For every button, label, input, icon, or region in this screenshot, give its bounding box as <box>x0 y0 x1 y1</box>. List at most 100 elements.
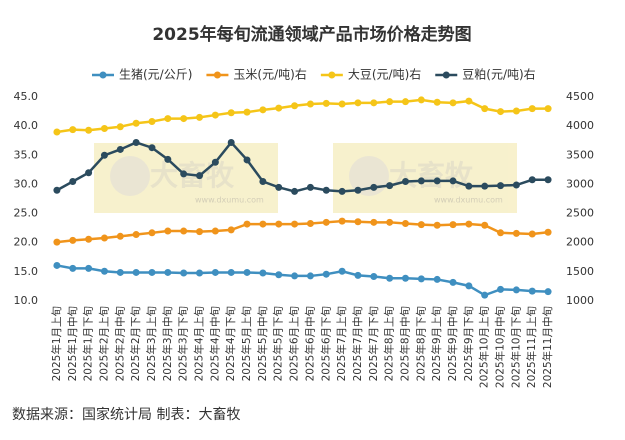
point <box>401 219 409 227</box>
legend-marker <box>328 71 336 79</box>
y2-tick-label: 4500 <box>566 90 594 103</box>
x-tick-label: 2025年1月中旬 <box>66 306 79 381</box>
point <box>259 220 267 228</box>
x-tick-label: 2025年5月下旬 <box>272 306 285 381</box>
y2-tick-label: 2500 <box>566 207 594 220</box>
point <box>370 183 378 191</box>
x-tick-label: 2025年11月中旬 <box>541 306 554 388</box>
point <box>306 100 314 108</box>
point <box>164 227 172 235</box>
point <box>53 186 61 194</box>
x-tick-label: 2025年3月下旬 <box>177 306 190 381</box>
point <box>465 282 473 290</box>
point <box>354 218 362 226</box>
point <box>354 186 362 194</box>
point <box>275 104 283 112</box>
point <box>116 123 124 131</box>
series-line <box>56 98 549 134</box>
x-tick-label: 2025年9月中旬 <box>446 306 459 381</box>
y-tick-label: 45.0 <box>14 90 39 103</box>
watermark-url: www.dxumu.com <box>434 196 503 205</box>
x-tick-label: 2025年6月中旬 <box>303 306 316 381</box>
y-tick-label: 20.0 <box>14 236 39 249</box>
y-tick-label: 40.0 <box>14 119 39 132</box>
point <box>497 285 505 293</box>
point <box>322 186 330 194</box>
point <box>338 187 346 195</box>
point <box>211 111 219 119</box>
watermark-text: 大畜牧 <box>389 159 474 192</box>
point <box>417 96 425 104</box>
point <box>497 229 505 237</box>
x-tick-label: 2025年6月上旬 <box>288 306 301 381</box>
point <box>338 100 346 108</box>
point <box>528 105 536 113</box>
y2-tick-label: 4000 <box>566 119 594 132</box>
x-tick-label: 2025年7月中旬 <box>351 306 364 381</box>
point <box>275 220 283 228</box>
point <box>132 119 140 127</box>
point <box>291 272 299 280</box>
point <box>512 229 520 237</box>
y-tick-label: 35.0 <box>14 148 39 161</box>
point <box>132 138 140 146</box>
point <box>544 228 552 236</box>
x-tick-label: 2025年10月中旬 <box>494 306 507 388</box>
x-tick-label: 2025年5月中旬 <box>256 306 269 381</box>
point <box>53 261 61 269</box>
point <box>227 268 235 276</box>
legend-label: 生猪(元/公斤) <box>119 68 192 82</box>
x-tick-label: 2025年4月中旬 <box>208 306 221 381</box>
point <box>148 144 156 152</box>
point <box>306 219 314 227</box>
x-tick-label: 2025年2月上旬 <box>97 306 110 381</box>
x-tick-label: 2025年4月上旬 <box>193 306 206 381</box>
point <box>180 227 188 235</box>
point <box>449 278 457 286</box>
x-tick-label: 2025年9月上旬 <box>430 306 443 381</box>
point <box>481 291 489 299</box>
point <box>417 221 425 229</box>
point <box>85 169 93 177</box>
x-tick-label: 2025年8月下旬 <box>414 306 427 381</box>
point <box>53 238 61 246</box>
point <box>544 105 552 113</box>
point <box>227 138 235 146</box>
point <box>512 107 520 115</box>
watermark: 大畜牧 大畜牧 www.dxumu.com www.dxumu.com <box>94 143 517 213</box>
point <box>465 220 473 228</box>
point <box>417 275 425 283</box>
point <box>401 274 409 282</box>
point <box>465 182 473 190</box>
point <box>227 226 235 234</box>
y2-tick-label: 1500 <box>566 265 594 278</box>
point <box>481 221 489 229</box>
point <box>164 155 172 163</box>
point <box>449 221 457 229</box>
point <box>433 177 441 185</box>
point <box>243 156 251 164</box>
x-tick-label: 2025年3月上旬 <box>145 306 158 381</box>
y-tick-label: 15.0 <box>14 265 39 278</box>
point <box>544 288 552 296</box>
point <box>100 234 108 242</box>
point <box>164 268 172 276</box>
y-tick-label: 25.0 <box>14 207 39 220</box>
series-line <box>56 219 549 244</box>
point <box>69 126 77 134</box>
point <box>386 182 394 190</box>
point <box>180 115 188 123</box>
footer: 数据来源：国家统计局 制表：大畜牧 <box>12 406 240 423</box>
point <box>259 178 267 186</box>
point <box>449 99 457 107</box>
point <box>291 102 299 110</box>
point <box>69 236 77 244</box>
point <box>69 264 77 272</box>
x-tick-label: 2025年2月下旬 <box>129 306 142 381</box>
point <box>322 270 330 278</box>
y2-tick-label: 1000 <box>566 294 594 307</box>
point <box>100 267 108 275</box>
point <box>196 269 204 277</box>
